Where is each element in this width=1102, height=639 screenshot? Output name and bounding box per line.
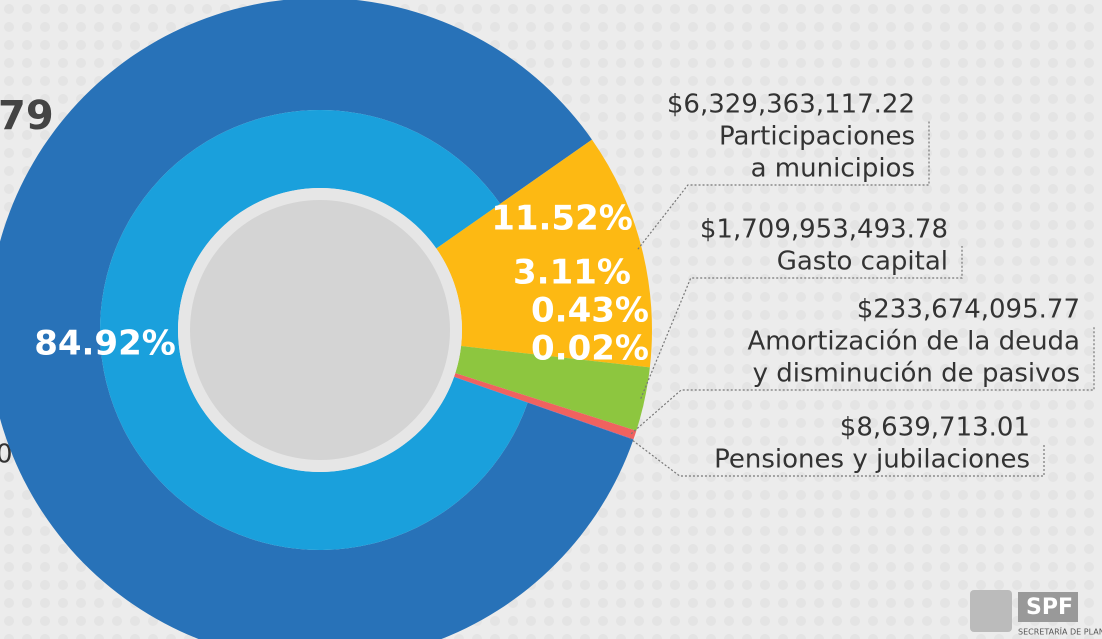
amount-label: $6,329,363,117.22 [667, 90, 915, 120]
category-label: a municipios [751, 154, 915, 184]
labels: 84.92% 11.52% 3.11%0.43%0.02% $6,329,363,11… [34, 90, 1095, 477]
leader-line [629, 437, 1045, 477]
slice [454, 373, 637, 440]
total-fragment: 79 [0, 93, 54, 139]
logo-box [1018, 592, 1078, 622]
leader-line [637, 121, 930, 250]
percent-label: 84.92% [34, 324, 176, 364]
logo-emblem [970, 590, 1012, 632]
category-label: Gasto capital [777, 247, 948, 277]
category-label: Pensiones y jubilaciones [714, 445, 1030, 475]
slice-inner [99, 109, 528, 550]
percent-label: 11.52% [491, 199, 633, 239]
logo-subtitle: SECRETARÍA DE PLAN [1018, 626, 1102, 637]
leader-line [640, 246, 963, 399]
leader-line [630, 326, 1095, 435]
percent-label: 0.02% [531, 329, 649, 369]
category-label: Amortización de la deuda [748, 327, 1080, 357]
center [190, 200, 450, 460]
category-label: y disminución de pasivos [753, 359, 1080, 389]
slice [0, 0, 634, 639]
amount-label: $8,639,713.01 [840, 413, 1030, 443]
logo: SPF SECRETARÍA DE PLAN [970, 590, 1102, 637]
slice [454, 376, 634, 440]
amount-label: $1,709,953,493.78 [700, 215, 948, 245]
amount-label: $233,674,095.77 [857, 295, 1080, 325]
percent-label: 3.11% [513, 253, 631, 293]
donut [0, 0, 652, 639]
category-label: Participaciones [719, 122, 915, 152]
slice [436, 139, 652, 368]
percent-label: 0.43% [531, 291, 649, 331]
logo-text: SPF [1026, 595, 1073, 620]
slice [455, 346, 650, 431]
